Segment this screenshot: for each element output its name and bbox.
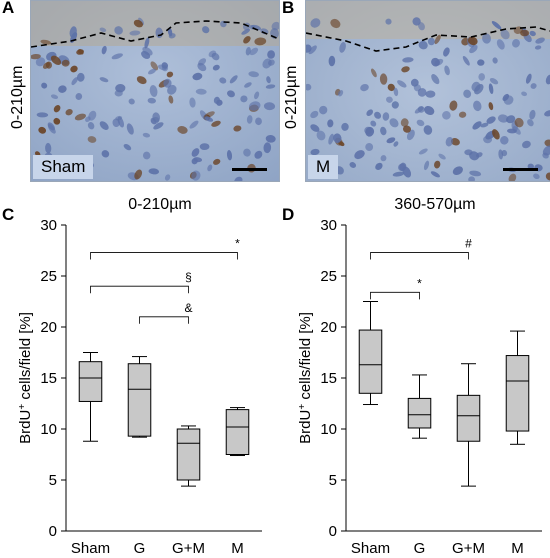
micrograph-sham: Sham <box>30 0 280 182</box>
chart0-ytick-label-1: 5 <box>49 472 57 489</box>
chart-c: 0 5 10 15 20 25 30 BrdU+ cells/field [%] Sham G G+… <box>17 217 262 557</box>
chart1-box-3 <box>505 355 530 432</box>
scale-bar-a <box>232 168 267 171</box>
chart0-box-3 <box>225 409 250 455</box>
panel-letter-a: A <box>2 0 15 17</box>
micrograph-m-image <box>306 1 550 181</box>
chart0-bracket-0 <box>90 252 238 260</box>
chart-c-title: 0-210µm <box>128 196 192 213</box>
chart1-bracket-0 <box>370 252 469 260</box>
panel-letter-c: C <box>2 205 15 224</box>
chart0-category-3: M <box>231 540 244 557</box>
chart0-ytick-label-4: 20 <box>40 319 57 336</box>
chart0-bracket-symbol-1: § <box>185 270 192 284</box>
chart1-category-2: G+M <box>452 540 485 557</box>
panel-b-depth-label: 0-210µm <box>283 65 300 129</box>
chart-d: 0 5 10 15 20 25 30 BrdU+ cells/field [%] Sham G G+… <box>297 217 542 557</box>
chart0-ylabel: BrdU+ cells/field [%] <box>17 312 35 444</box>
chart1-ytick-label-2: 10 <box>320 421 337 438</box>
chart0-bracket-1 <box>90 285 189 294</box>
chart0-bracket-symbol-0: * <box>235 237 240 251</box>
chart0-category-2: G+M <box>172 540 205 557</box>
panel-a-depth-label: 0-210µm <box>9 65 26 129</box>
chart1-ytick-label-3: 15 <box>320 370 337 387</box>
chart0-category-0: Sham <box>71 540 110 557</box>
chart0-ytick-label-5: 25 <box>40 268 57 285</box>
panel-letter-d: D <box>282 205 295 224</box>
chart1-box-1 <box>407 397 432 429</box>
chart1-category-3: M <box>511 540 524 557</box>
chart0-bracket-2 <box>139 316 189 324</box>
scale-bar-b <box>503 168 538 171</box>
chart0-bracket-symbol-2: & <box>184 301 192 315</box>
chart1-bracket-symbol-1: * <box>417 276 422 290</box>
micrograph-m-label: M <box>308 155 339 179</box>
chart0-box-0 <box>78 361 103 402</box>
chart1-box-0 <box>358 329 383 394</box>
chart1-category-0: Sham <box>351 540 390 557</box>
chart1-ytick-label-1: 5 <box>329 472 337 489</box>
panel-letter-b: B <box>282 0 295 17</box>
chart0-category-1: G <box>134 540 146 557</box>
chart0-ytick-label-6: 30 <box>40 217 57 234</box>
chart0-box-1 <box>127 363 152 437</box>
chart0-box-2 <box>176 428 201 481</box>
chart1-box-2 <box>456 394 481 442</box>
chart1-ytick-label-0: 0 <box>329 523 337 540</box>
chart1-bracket-symbol-0: # <box>465 237 472 251</box>
chart1-ytick-label-5: 25 <box>320 268 337 285</box>
chart0-ytick-label-2: 10 <box>40 421 57 438</box>
chart0-ytick-label-3: 15 <box>40 370 57 387</box>
chart0-ytick-label-0: 0 <box>49 523 57 540</box>
chart-d-title: 360-570µm <box>394 196 476 213</box>
chart1-ytick-label-4: 20 <box>320 319 337 336</box>
chart1-ytick-label-6: 30 <box>320 217 337 234</box>
chart1-ylabel: BrdU+ cells/field [%] <box>297 312 315 444</box>
micrograph-sham-image <box>31 1 279 181</box>
micrograph-m: M <box>305 0 550 182</box>
chart1-category-1: G <box>414 540 426 557</box>
micrograph-sham-label: Sham <box>33 155 94 179</box>
chart1-bracket-1 <box>370 291 420 300</box>
